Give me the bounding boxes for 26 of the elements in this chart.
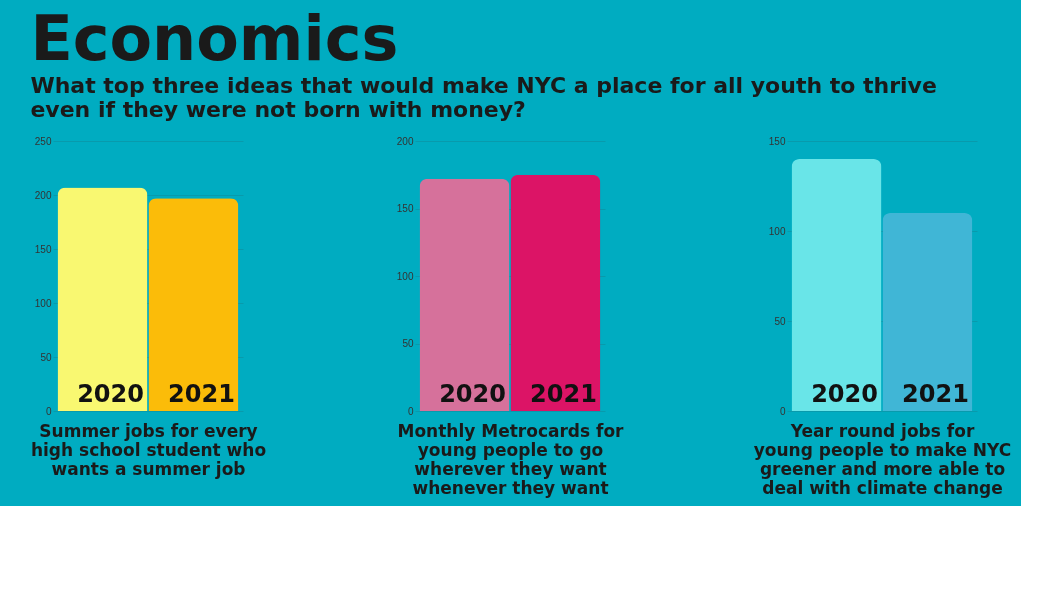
y-tick-label: 150 (768, 135, 786, 147)
y-tick-label: 150 (396, 203, 414, 214)
x-tick-label: 2021 (168, 380, 235, 408)
y-tick-label: 250 (34, 135, 52, 147)
text: What top three ideas that would make NYC a place for all youth to thrive even if they were not born with money? (30, 73, 937, 122)
x-tick-label: 2020 (77, 380, 144, 408)
y-tick-label: 100 (34, 297, 52, 309)
x-tick-label: 2020 (811, 380, 878, 408)
y-tick-label: 50 (402, 338, 414, 349)
y-tick-label: 200 (396, 135, 414, 147)
x-tick-label: 2020 (439, 380, 506, 408)
y-tick-label: 0 (407, 405, 414, 417)
chart-title: Economics (30, 2, 399, 75)
x-axis-title: Monthly Metrocards for young people to go wherever they want whenever they want (397, 420, 625, 498)
y-tick-label: 100 (396, 270, 414, 282)
y-tick-label: 150 (34, 243, 52, 255)
y-tick-label: 100 (768, 225, 786, 237)
x-tick-label: 2021 (902, 380, 969, 408)
x-axis-title: Year round jobs for young people to make NYC greener and more able to deal with climate change (753, 420, 1012, 498)
x-axis-title: Summer jobs for every high school student who wants a summer job (30, 420, 267, 479)
y-tick-label: 200 (34, 189, 52, 201)
y-tick-label: 50 (40, 351, 52, 363)
y-tick-label: 0 (779, 405, 786, 417)
y-tick-label: 0 (45, 405, 52, 417)
x-tick-label: 2021 (530, 380, 597, 408)
y-tick-label: 50 (774, 315, 786, 327)
